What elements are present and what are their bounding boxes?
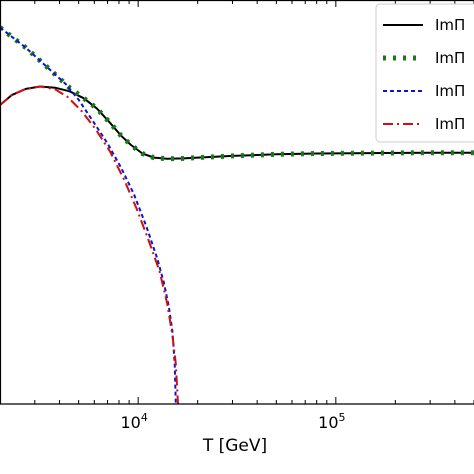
series-line-3	[0, 26, 177, 405]
legend-label-3: ImΠ	[435, 82, 465, 100]
legend: ImΠ ImΠ ImΠ ImΠ	[375, 3, 474, 143]
legend-label-2: ImΠ	[435, 49, 465, 67]
x-axis-label: T [GeV]	[202, 436, 267, 456]
series-line-4	[0, 85, 179, 405]
series-line-1	[0, 85, 474, 160]
legend-label-1: ImΠ	[435, 16, 465, 34]
x-tick-label-1e4: 104	[120, 411, 147, 432]
legend-label-4: ImΠ	[435, 115, 465, 133]
legend-box	[375, 3, 474, 143]
series-lines	[0, 25, 474, 405]
x-tick-label-1e5: 105	[318, 411, 345, 432]
